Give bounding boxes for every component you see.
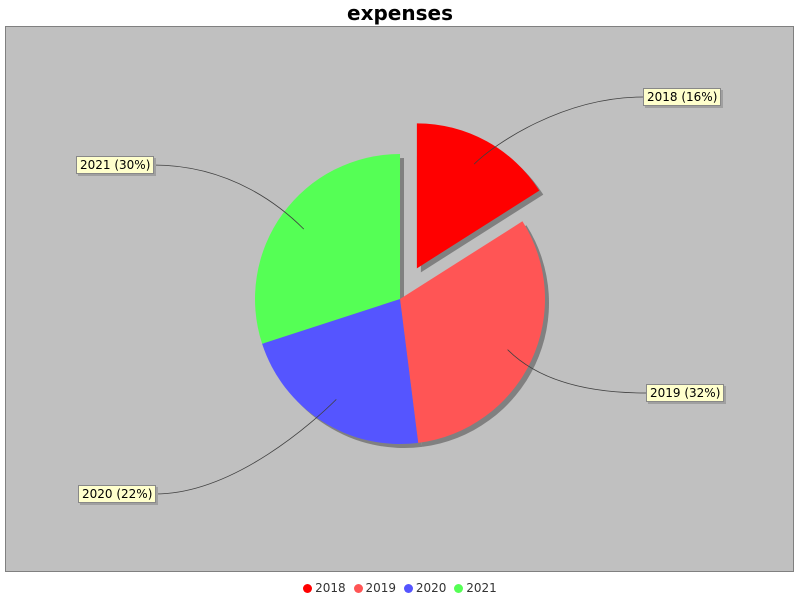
legend-swatch-2019 (353, 584, 363, 593)
legend-label-2020: 2020 (415, 581, 447, 595)
pie-slice-2018[interactable] (416, 123, 540, 269)
legend-swatch-2020 (403, 584, 413, 593)
pie-slice-2021[interactable] (255, 154, 400, 344)
slice-label-2021: 2021 (30%) (76, 156, 155, 174)
slice-label-2018: 2018 (16%) (643, 88, 722, 106)
slice-label-2019: 2019 (32%) (646, 384, 725, 402)
legend-label-2019: 2019 (365, 581, 397, 595)
legend-item-2018[interactable]: 2018 (303, 578, 346, 598)
pie-slice-2019[interactable] (400, 221, 545, 443)
leader-line-2020 (154, 399, 337, 495)
leader-line-2019 (507, 349, 647, 394)
legend-swatch-2018 (303, 584, 313, 593)
legend-item-2019[interactable]: 2019 (353, 578, 397, 598)
legend: 2018 2019 2020 2021 (0, 578, 800, 598)
legend-item-2020[interactable]: 2020 (403, 578, 447, 598)
chart-title: expenses (347, 1, 453, 25)
legend-swatch-2021 (454, 584, 464, 593)
leader-line-2021 (152, 164, 305, 230)
legend-item-2021[interactable]: 2021 (454, 578, 497, 598)
legend-label-2021: 2021 (466, 581, 497, 595)
leader-line-2018 (473, 96, 644, 165)
slice-label-2020: 2020 (22%) (78, 485, 157, 503)
pie-slice-2020[interactable] (262, 299, 419, 444)
legend-label-2018: 2018 (315, 581, 346, 595)
